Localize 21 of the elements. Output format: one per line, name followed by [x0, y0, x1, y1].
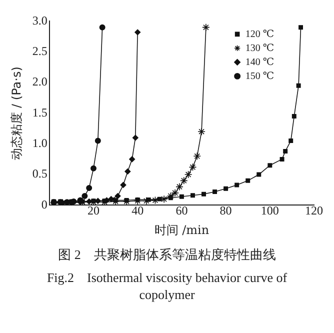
y-tick-label: 2.5 — [32, 44, 48, 58]
x-tick-label: 120 — [305, 204, 323, 218]
x-tick-label: 60 — [176, 204, 188, 218]
y-tick-label: 0.5 — [32, 166, 48, 181]
y-tick-label: 1.0 — [32, 136, 48, 150]
x-tick-label: 40 — [132, 204, 144, 218]
caption: 图 2 共聚树脂体系等温粘度特性曲线 — [57, 246, 277, 263]
x-tick-label: 80 — [220, 204, 232, 218]
y-tick-label: 3.0 — [32, 13, 48, 28]
legend-label: 140 ℃ — [245, 56, 274, 68]
y-tick-label: 2.0 — [32, 74, 48, 89]
legend-label: 150 ℃ — [245, 70, 274, 82]
y-axis-title: 动态粘度 / (Pa·s) — [9, 66, 24, 160]
x-axis-title: 时间 /min — [154, 222, 210, 237]
y-tick-label: 1.5 — [32, 105, 48, 120]
caption: Fig.2 Isothermal viscosity behavior curve of copolymer — [46, 269, 288, 303]
legend-label: 120 ℃ — [245, 28, 274, 40]
x-tick-label: 100 — [260, 204, 279, 218]
legend-label: 130 ℃ — [245, 42, 274, 54]
y-tick-label: 0 — [41, 197, 48, 212]
x-tick-label: 20 — [88, 204, 100, 218]
